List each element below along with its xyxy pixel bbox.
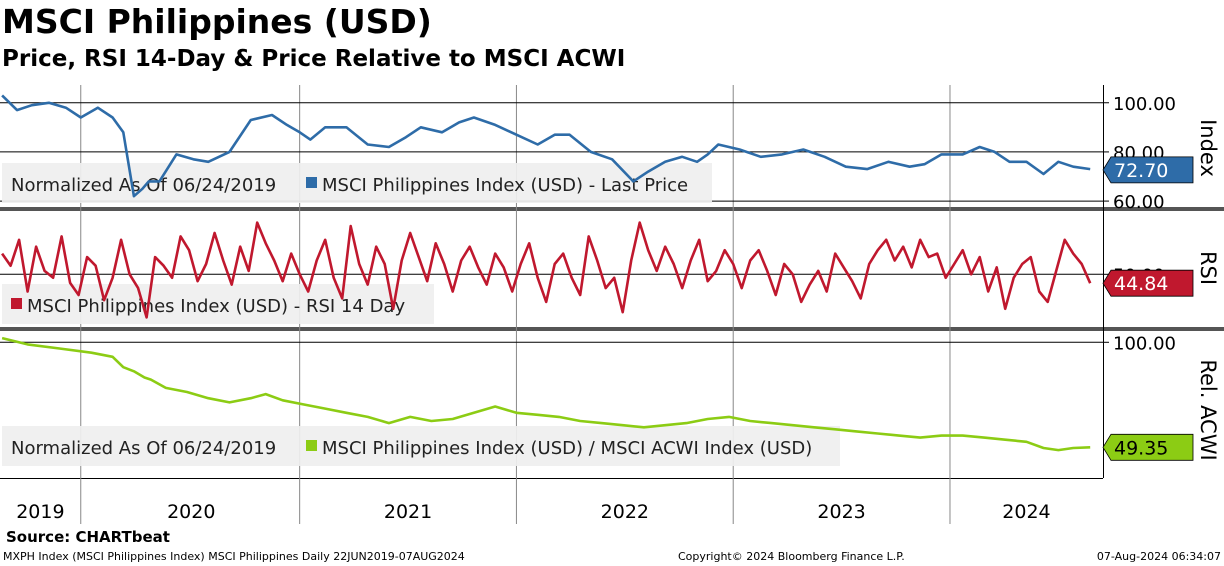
x-tick-label-2020: 2020 [167,501,215,523]
relative-tick-label-0: 100.00 [1113,333,1176,354]
source-note: Source: CHARTbeat [6,528,170,546]
rsi-legend-swatch [11,298,22,309]
x-axis: 2019 2020 2021 2022 2023 2024 [16,501,1050,523]
x-tick-label-2019: 2019 [16,501,64,523]
timestamp: 07-Aug-2024 06:34:07 [1096,550,1221,563]
price-series-line [1,94,1091,198]
tick-labels: 60.0080.00100.00Index50.00RSI100.00Rel. … [1103,94,1220,461]
rsi-last-value-label: 44.84 [1114,273,1168,295]
relative-last-value-label: 49.35 [1114,437,1168,459]
rsi-series-line [1,221,1092,319]
x-tick-label-2021: 2021 [384,501,432,523]
relative-legend-label: MSCI Philippines Index (USD) / MSCI ACWI… [322,438,812,459]
price-legend-label: MSCI Philippines Index (USD) - Last Pric… [322,175,688,196]
relative-axis-title: Rel. ACWI [1196,359,1220,460]
rsi-last-value-tag [1102,269,1194,297]
price-legend-box [2,163,712,203]
relative-series-line [1,336,1091,452]
relative-legend-box [2,426,840,466]
price-last-value-label: 72.70 [1114,160,1168,182]
panel-divider-price-rsi[interactable] [0,207,1224,211]
price-last-value-tag [1102,156,1194,184]
x-tick-label-2024: 2024 [1002,501,1050,523]
security-description: MXPH Index (MSCI Philippines Index) MSCI… [3,550,465,563]
legend-boxes: Normalized As Of 06/24/2019 MSCI Philippi… [2,163,840,466]
price-tick-label-2: 100.00 [1113,94,1176,115]
series-lines [1,94,1092,452]
copyright-note: Copyright© 2024 Bloomberg Finance L.P. [678,550,905,563]
price-tick-label-0: 60.00 [1113,192,1165,213]
rsi-axis-title: RSI [1196,251,1220,285]
relative-last-value-tag [1102,433,1194,461]
price-axis-title: Index [1196,119,1220,177]
chart-title: MSCI Philippines (USD) [2,2,432,41]
rsi-legend-label: MSCI Philippines Index (USD) - RSI 14 Da… [27,296,405,317]
panel-divider-rsi-relative[interactable] [0,327,1224,331]
price-legend-swatch [306,177,317,188]
x-tick-label-2023: 2023 [817,501,865,523]
relative-legend-swatch [306,440,317,451]
x-tick-label-2022: 2022 [601,501,649,523]
chart-subtitle: Price, RSI 14-Day & Price Relative to MS… [2,46,626,72]
last-value-tags: 72.70 44.84 49.35 [1102,156,1194,461]
relative-legend-note: Normalized As Of 06/24/2019 [11,438,276,459]
